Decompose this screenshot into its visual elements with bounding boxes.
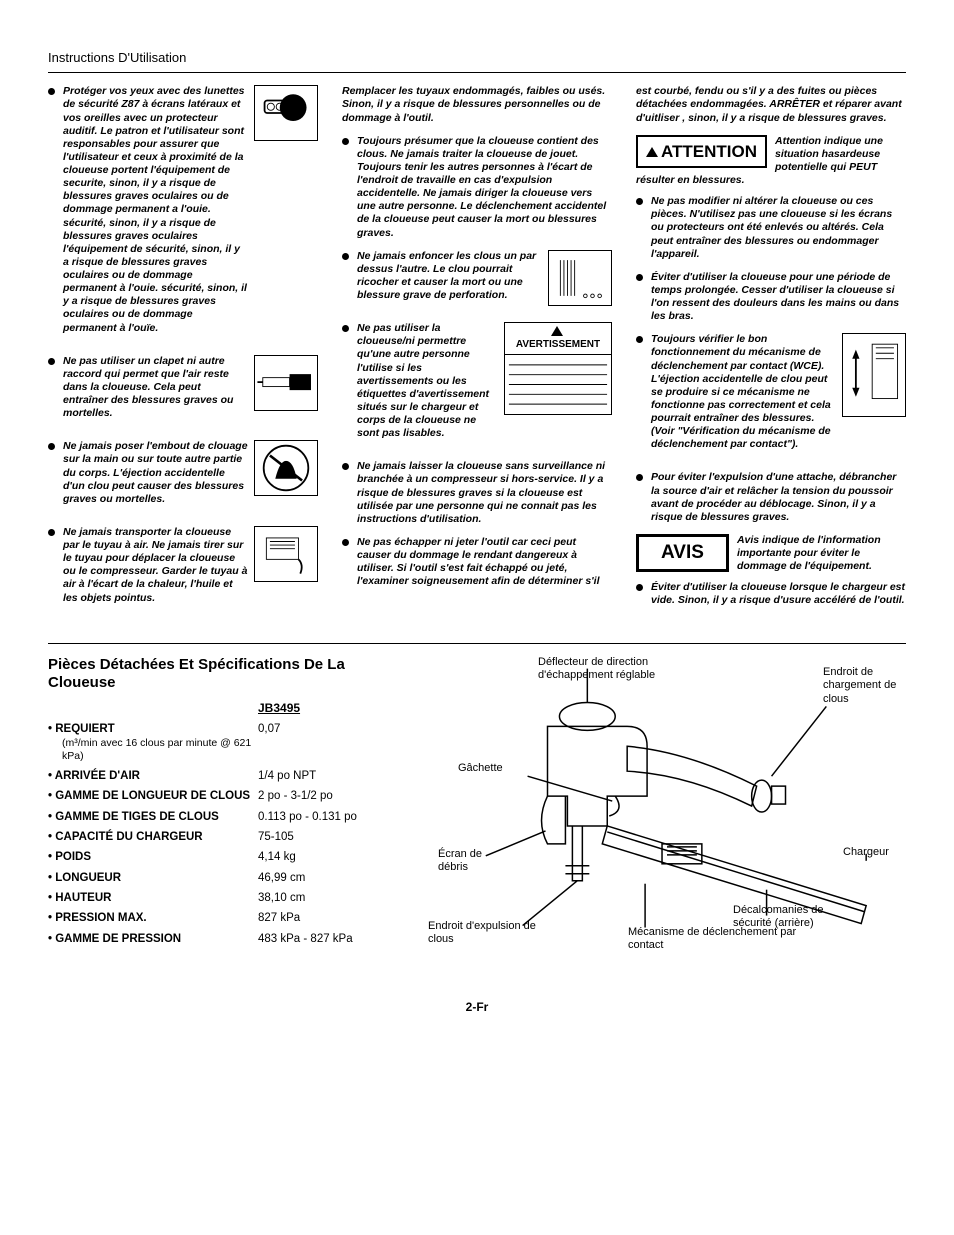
spec-row: ARRIVÉE D'AIR1/4 po NPT	[48, 769, 398, 783]
spec-label: POIDS	[48, 850, 258, 864]
spec-value: 483 kPa - 827 kPa	[258, 932, 353, 946]
page-title: Instructions D'Utilisation	[48, 50, 906, 66]
carry-icon	[254, 526, 318, 582]
bullet-no-valve: Ne pas utiliser un clapet ni autre racco…	[48, 355, 248, 421]
diagram: Déflecteur de direction d'échappement ré…	[428, 656, 906, 981]
spec-label: CAPACITÉ DU CHARGEUR	[48, 830, 258, 844]
specs-title: Pièces Détachées Et Spécifications De La…	[48, 656, 398, 694]
page-number: 2-Fr	[48, 1000, 906, 1015]
bullet-no-nail-stack: Ne jamais enfoncer les clous un par dess…	[342, 250, 542, 303]
label-discharge: Endroit d'expulsion de clous	[428, 920, 538, 948]
specs-model: JB3495	[48, 701, 398, 716]
bullet-no-drop: Ne pas échapper ni jeter l'outil car cec…	[342, 536, 612, 589]
spec-row: GAMME DE TIGES DE CLOUS0.113 po - 0.131 …	[48, 810, 398, 824]
bullet-text: Ne jamais transporter la cloueuse par le…	[63, 526, 248, 605]
valve-icon	[254, 355, 318, 411]
spec-label: HAUTEUR	[48, 891, 258, 905]
avertissement-box: AVERTISSEMENT	[504, 322, 612, 355]
attention-label: ATTENTION	[661, 142, 757, 161]
bullet-no-body-contact: Ne jamais poser l'embout de clouage sur …	[48, 440, 248, 506]
spec-row: PRESSION MAX.827 kPa	[48, 911, 398, 925]
spec-value: 2 po - 3-1/2 po	[258, 789, 333, 803]
column-1: Protéger vos yeux avec des lunettes de s…	[48, 85, 318, 624]
spec-label: GAMME DE PRESSION	[48, 932, 258, 946]
label-wce: Mécanisme de déclenchement par contact	[628, 926, 798, 954]
rule-top	[48, 72, 906, 73]
nail-over-nail-icon	[548, 250, 612, 306]
spec-label: ARRIVÉE D'AIR	[48, 769, 258, 783]
spec-value: 75-105	[258, 830, 294, 844]
bullet-text: Éviter d'utiliser la cloueuse lorsque le…	[651, 581, 906, 607]
bullet-text: Ne jamais laisser la cloueuse sans surve…	[357, 460, 612, 526]
columns: Protéger vos yeux avec des lunettes de s…	[48, 85, 906, 624]
specs-left: Pièces Détachées Et Spécifications De La…	[48, 656, 398, 981]
bullet-check-wce: Toujours vérifier le bon fonctionnement …	[636, 333, 836, 451]
bullet-prolonged-use: Éviter d'utiliser la cloueuse pour une p…	[636, 271, 906, 324]
spec-row: REQUIERT(m³/min avec 16 clous par minute…	[48, 722, 398, 763]
spec-value: 1/4 po NPT	[258, 769, 316, 783]
avis-caption: Avis indique de l'information importante…	[737, 534, 881, 572]
bullet-no-modify: Ne pas modifier ni altérer la cloueuse o…	[636, 195, 906, 261]
bullet-text: Ne pas échapper ni jeter l'outil car cec…	[357, 536, 612, 589]
bullet-no-unattended: Ne jamais laisser la cloueuse sans surve…	[342, 460, 612, 526]
spec-value: 827 kPa	[258, 911, 300, 925]
bullet-text: Pour éviter l'expulsion d'une attache, d…	[651, 471, 906, 524]
spec-value: 46,99 cm	[258, 871, 305, 885]
bullet-eye-protection: Protéger vos yeux avec des lunettes de s…	[48, 85, 248, 334]
spec-row: LONGUEUR46,99 cm	[48, 871, 398, 885]
spec-value: 4,14 kg	[258, 850, 296, 864]
spec-row: GAMME DE LONGUEUR DE CLOUS2 po - 3-1/2 p…	[48, 789, 398, 803]
avertissement-label: AVERTISSEMENT	[516, 339, 600, 350]
attention-row: ATTENTION Attention indique une situatio…	[636, 135, 906, 188]
bullet-text: Ne pas utiliser la cloueuse/ni permettre…	[357, 322, 498, 440]
spec-value: 38,10 cm	[258, 891, 305, 905]
label-charger: Chargeur	[843, 846, 889, 860]
spec-value: 0.113 po - 0.131 po	[258, 810, 357, 824]
spec-row: GAMME DE PRESSION483 kPa - 827 kPa	[48, 932, 398, 946]
bullet-assume-loaded: Toujours présumer que la cloueuse contie…	[342, 135, 612, 240]
bullet-empty-magazine: Éviter d'utiliser la cloueuse lorsque le…	[636, 581, 906, 607]
hand-danger-icon	[254, 440, 318, 496]
bullet-text: Ne pas utiliser un clapet ni autre racco…	[63, 355, 248, 421]
spec-value: 0,07	[258, 722, 280, 763]
avis-row: AVIS Avis indique de l'information impor…	[636, 534, 906, 573]
spec-label: REQUIERT(m³/min avec 16 clous par minute…	[48, 722, 258, 763]
spec-label: LONGUEUR	[48, 871, 258, 885]
bullet-text: Ne jamais poser l'embout de clouage sur …	[63, 440, 248, 506]
ppe-icon	[254, 85, 318, 141]
specs-table: REQUIERT(m³/min avec 16 clous par minute…	[48, 722, 398, 946]
label-load-area: Endroit de chargement de clous	[823, 666, 913, 707]
spec-label: GAMME DE TIGES DE CLOUS	[48, 810, 258, 824]
avis-box: AVIS	[636, 534, 729, 572]
column-3: est courbé, fendu ou s'il y a des fuites…	[636, 85, 906, 624]
specs-section: Pièces Détachées Et Spécifications De La…	[48, 643, 906, 981]
wce-icon	[842, 333, 906, 417]
bullet-text: Éviter d'utiliser la cloueuse pour une p…	[651, 271, 906, 324]
bullet-no-carry-hose: Ne jamais transporter la cloueuse par le…	[48, 526, 248, 605]
bullet-text: Ne jamais enfoncer les clous un par dess…	[357, 250, 542, 303]
bullet-text: Toujours vérifier le bon fonctionnement …	[651, 333, 836, 451]
spec-row: CAPACITÉ DU CHARGEUR75-105	[48, 830, 398, 844]
spec-sublabel: (m³/min avec 16 clous par minute @ 621 k…	[48, 737, 258, 763]
spec-row: HAUTEUR38,10 cm	[48, 891, 398, 905]
col2-intro: Remplacer les tuyaux endommagés, faibles…	[342, 85, 612, 124]
attention-box: ATTENTION	[636, 135, 767, 168]
bullet-text: Ne pas modifier ni altérer la cloueuse o…	[651, 195, 906, 261]
label-trigger: Gâchette	[458, 762, 503, 776]
label-deflector: Déflecteur de direction d'échappement ré…	[538, 656, 718, 684]
label-debris: Écran de débris	[438, 848, 498, 876]
column-2: Remplacer les tuyaux endommagés, faibles…	[342, 85, 612, 624]
bullet-text: Toujours présumer que la cloueuse contie…	[357, 135, 612, 240]
bullet-text: Protéger vos yeux avec des lunettes de s…	[63, 85, 248, 334]
col3-intro: est courbé, fendu ou s'il y a des fuites…	[636, 85, 906, 124]
bullet-labels-legible: Ne pas utiliser la cloueuse/ni permettre…	[342, 322, 498, 440]
spec-label: GAMME DE LONGUEUR DE CLOUS	[48, 789, 258, 803]
spec-label: PRESSION MAX.	[48, 911, 258, 925]
bullet-disconnect-before-clear: Pour éviter l'expulsion d'une attache, d…	[636, 471, 906, 524]
spec-row: POIDS4,14 kg	[48, 850, 398, 864]
